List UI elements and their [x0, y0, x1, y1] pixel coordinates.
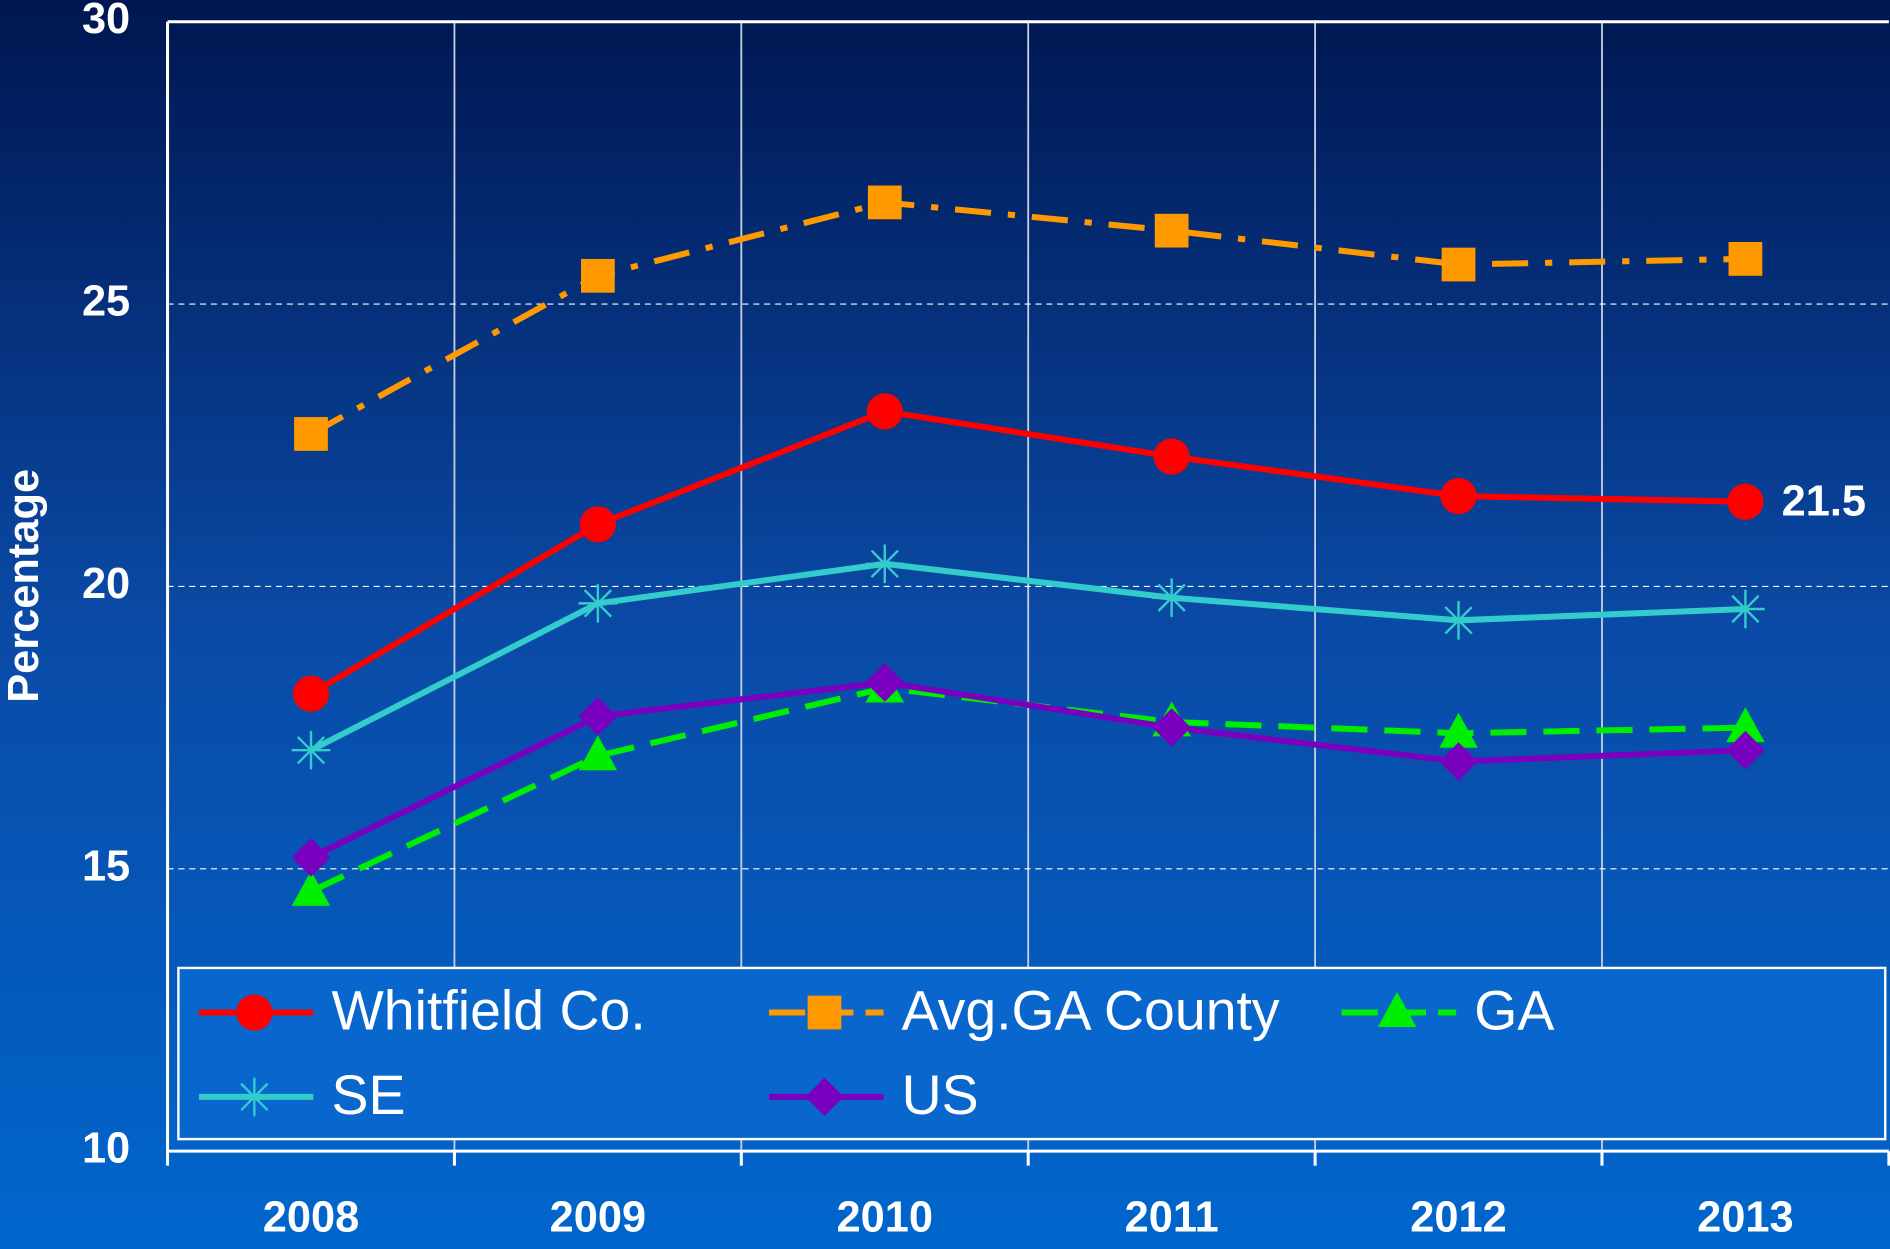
marker — [1440, 477, 1477, 515]
marker — [1727, 483, 1764, 520]
marker — [291, 730, 331, 770]
marker — [1153, 438, 1190, 475]
y-axis-label: Percentage — [0, 469, 48, 703]
marker — [578, 584, 618, 623]
marker — [1726, 589, 1765, 629]
series-line — [309, 679, 1746, 861]
marker — [1726, 707, 1765, 743]
x-tick-label: 2013 — [1697, 1193, 1794, 1241]
marker — [1152, 578, 1191, 618]
marker — [1154, 213, 1189, 248]
series-line — [309, 560, 1746, 753]
marker — [1728, 242, 1763, 276]
marker — [291, 870, 331, 906]
data-label: 21.5 — [1782, 478, 1866, 526]
marker — [866, 393, 903, 430]
y-tick-label: 20 — [82, 560, 130, 608]
marker — [1439, 601, 1478, 640]
legend: Whitfield Co. Avg.GA County GA SE US — [177, 966, 1887, 1141]
marker — [1377, 992, 1417, 1028]
x-tick-label: 2011 — [1125, 1193, 1219, 1241]
marker — [867, 185, 902, 220]
marker — [1726, 730, 1765, 770]
y-tick-label: 30 — [82, 0, 130, 43]
x-tick-label: 2010 — [837, 1193, 934, 1241]
y-tick-label: 25 — [82, 278, 130, 326]
legend-label: Avg.GA County — [902, 980, 1280, 1042]
marker — [294, 417, 328, 451]
series-line — [309, 408, 1746, 697]
x-tick-label: 2009 — [550, 1193, 647, 1241]
marker — [578, 735, 618, 771]
marker — [1441, 247, 1476, 282]
marker — [1439, 742, 1478, 781]
legend-box — [177, 966, 1887, 1141]
marker — [581, 258, 615, 293]
y-tick-label: 15 — [82, 842, 130, 890]
marker — [579, 506, 616, 543]
legend-label: GA — [1474, 980, 1554, 1042]
marker — [292, 675, 330, 712]
legend-label: SE — [331, 1064, 405, 1126]
marker — [865, 544, 905, 584]
marker — [807, 995, 842, 1030]
legend-label: US — [902, 1064, 979, 1126]
x-tick-label: 2012 — [1410, 1193, 1506, 1241]
legend-label: Whitfield Co. — [331, 980, 645, 1042]
x-tick-label: 2008 — [263, 1193, 360, 1241]
marker — [236, 994, 273, 1031]
marker — [235, 1077, 274, 1117]
series-line — [309, 199, 1746, 437]
marker — [1439, 712, 1478, 748]
y-tick-label: 10 — [82, 1125, 130, 1173]
